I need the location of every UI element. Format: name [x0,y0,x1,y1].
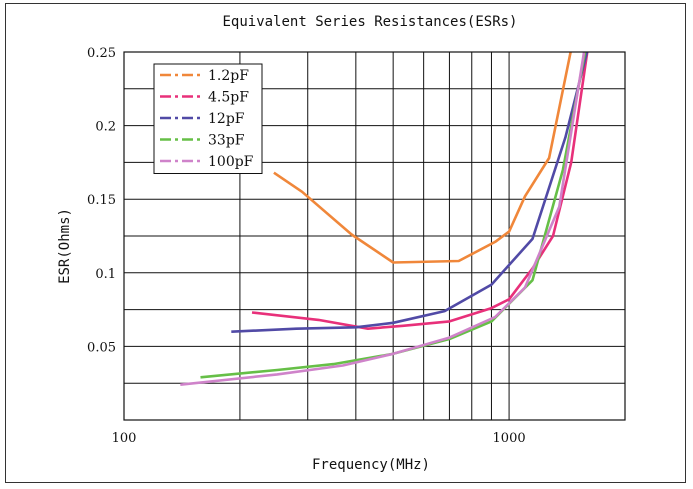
legend-label: 33pF [208,133,245,149]
x-tick-label: 1000 [493,431,526,446]
y-tick-label: 0.05 [87,340,116,355]
y-tick-label: 0.1 [95,267,116,282]
y-tick-label: 0.25 [87,46,116,61]
x-axis-ticks: 100 1000 [112,431,526,446]
legend-box [153,63,263,174]
series-line-33pf [200,52,587,379]
legend-label: 12pF [208,111,245,127]
y-tick-label: 0.15 [87,193,116,208]
series-line-4-5pf [251,52,589,330]
series-line-1-2pf [273,52,572,264]
legend-label: 100pF [208,154,254,170]
x-axis-label: Frequency(MHz) [312,457,430,473]
legend-label: 1.2pF [208,68,249,84]
y-axis-ticks: 0.05 0.1 0.15 0.2 0.25 [87,46,116,355]
plot-area [123,51,626,421]
y-axis-label: ESR(Ohms) [57,208,73,284]
series-line-100pf [180,52,586,386]
series-line-12pf [231,52,589,333]
y-tick-label: 0.2 [95,120,116,135]
legend: 1.2pF 4.5pF 12pF 33pF 100pF [153,63,263,174]
legend-label: 4.5pF [208,90,249,106]
series-lines [180,52,589,386]
x-tick-label: 100 [112,431,137,446]
chart-title: Equivalent Series Resistances(ESRs) [222,14,517,30]
chart-frame [5,3,686,483]
